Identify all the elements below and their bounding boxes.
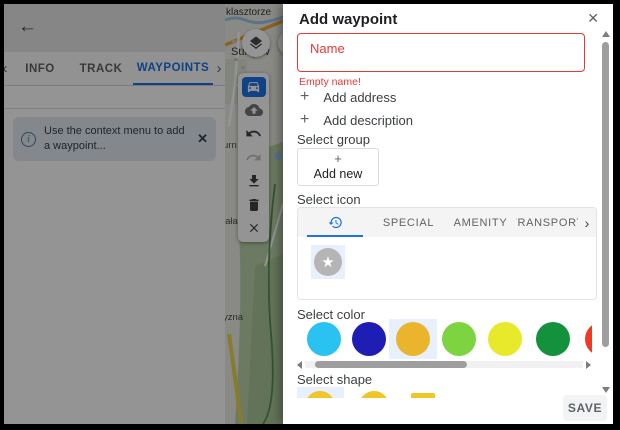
add-new-group-button[interactable]: + Add new — [297, 148, 379, 186]
add-description-button[interactable]: + Add description — [300, 111, 413, 129]
layers-icon — [250, 36, 262, 50]
plus-icon: + — [300, 88, 310, 105]
panel-tab-bar: ‹ INFO TRACK WAYPOINTS › — [4, 52, 225, 86]
map-label-fragment-1: urn — [225, 140, 237, 151]
hint-close-icon[interactable]: ✕ — [197, 131, 208, 146]
tabs-scroll-left-icon[interactable]: ‹ — [4, 52, 11, 85]
car-routing-icon — [247, 82, 260, 93]
tabs-scroll-right-icon[interactable]: › — [216, 60, 222, 77]
dialog-close-icon[interactable]: ✕ — [587, 10, 599, 26]
icon-picker: SPECIAL AMENITY TRANSPORT › ★ — [297, 207, 597, 300]
shape-option-square[interactable] — [411, 393, 435, 398]
icon-tab-transport[interactable]: TRANSPORT — [516, 216, 578, 229]
info-icon: i — [21, 131, 36, 147]
map-label-fragment-3: yzna — [225, 312, 244, 323]
undo-button[interactable] — [241, 124, 267, 144]
color-picker — [283, 318, 592, 360]
icon-category-tabs: SPECIAL AMENITY TRANSPORT › — [298, 208, 596, 237]
shape-picker — [283, 387, 592, 398]
name-input-label: Name — [310, 41, 345, 56]
icon-tab-recent[interactable] — [298, 208, 372, 237]
car-routing-button[interactable] — [241, 76, 266, 97]
color-swatch-green[interactable] — [536, 322, 570, 356]
icon-tabs-scroll-right-icon[interactable]: › — [584, 214, 590, 231]
plus-icon: + — [300, 111, 310, 128]
scroll-left-icon[interactable] — [297, 360, 302, 369]
save-button[interactable]: SAVE — [563, 395, 607, 421]
divider — [4, 108, 225, 109]
close-icon — [249, 224, 258, 233]
trash-icon — [248, 198, 259, 211]
toolbar-close-button[interactable] — [241, 218, 267, 238]
color-scrollbar[interactable] — [297, 360, 591, 369]
select-icon-label: Select icon — [297, 192, 361, 207]
map[interactable]: klasztorze Sulejów urn iała yzna — [225, 4, 283, 424]
plus-icon: + — [334, 151, 342, 166]
add-address-label: Add address — [323, 89, 397, 105]
back-arrow-icon[interactable]: ← — [18, 16, 37, 37]
undo-icon — [246, 130, 261, 137]
select-shape-label: Select shape — [297, 372, 373, 387]
map-toolbar — [238, 73, 269, 242]
dialog-scrollbar-thumb[interactable] — [602, 42, 609, 347]
waypoints-panel: ← ‹ INFO TRACK WAYPOINTS › i Use the con… — [4, 4, 225, 424]
map-label-klasztorze: klasztorze — [226, 7, 272, 18]
name-input[interactable]: Name — [297, 33, 585, 72]
color-swatch-cyan[interactable] — [307, 322, 341, 356]
shape-option-circle[interactable] — [359, 391, 389, 398]
cloud-upload-icon — [244, 104, 263, 117]
cloud-upload-button[interactable] — [241, 100, 267, 120]
scroll-up-icon[interactable] — [602, 31, 610, 37]
add-waypoint-dialog: Add waypoint ✕ Name Empty name! + Add ad… — [283, 4, 613, 424]
icon-option-star[interactable]: ★ — [311, 245, 345, 279]
add-address-button[interactable]: + Add address — [300, 88, 396, 106]
history-icon — [328, 216, 342, 229]
download-icon — [248, 175, 259, 187]
hint-message-text: Use the context menu to add a waypoint..… — [44, 125, 185, 152]
color-swatch-lightgreen[interactable] — [442, 322, 476, 356]
delete-button[interactable] — [241, 195, 267, 215]
panel-header: ← — [4, 4, 225, 52]
redo-icon — [246, 153, 261, 161]
tab-track[interactable]: TRACK — [79, 62, 123, 75]
color-swatch-red[interactable] — [585, 322, 592, 356]
name-error-text: Empty name! — [299, 76, 361, 88]
download-button[interactable] — [241, 171, 267, 191]
tab-waypoints[interactable]: WAYPOINTS — [133, 52, 213, 85]
add-new-group-label: Add new — [313, 167, 363, 181]
redo-button[interactable] — [241, 148, 267, 168]
color-swatch-yellow[interactable] — [488, 322, 522, 356]
color-scrollbar-track[interactable] — [305, 361, 583, 368]
tab-info[interactable]: INFO — [25, 62, 55, 75]
scroll-right-icon[interactable] — [586, 360, 591, 369]
layers-button[interactable] — [242, 29, 270, 57]
select-color-label: Select color — [297, 307, 365, 322]
dialog-title: Add waypoint — [299, 11, 398, 28]
shape-option-circle-selected[interactable] — [305, 391, 335, 398]
locate-button[interactable] — [278, 29, 283, 57]
hint-message: i Use the context menu to add a waypoint… — [13, 117, 216, 161]
select-group-label: Select group — [297, 132, 370, 147]
dialog-scrollbar[interactable] — [601, 29, 611, 395]
icon-tab-amenity[interactable]: AMENITY — [453, 216, 508, 229]
icon-tab-special[interactable]: SPECIAL — [382, 216, 435, 229]
color-swatch-navy[interactable] — [352, 322, 386, 356]
color-swatch-amber-selected[interactable] — [396, 322, 430, 356]
map-label-fragment-2: iała — [225, 216, 238, 227]
add-description-label: Add description — [323, 112, 413, 128]
color-scrollbar-thumb[interactable] — [315, 361, 467, 368]
star-icon: ★ — [314, 248, 342, 276]
scroll-down-icon[interactable] — [602, 387, 610, 393]
